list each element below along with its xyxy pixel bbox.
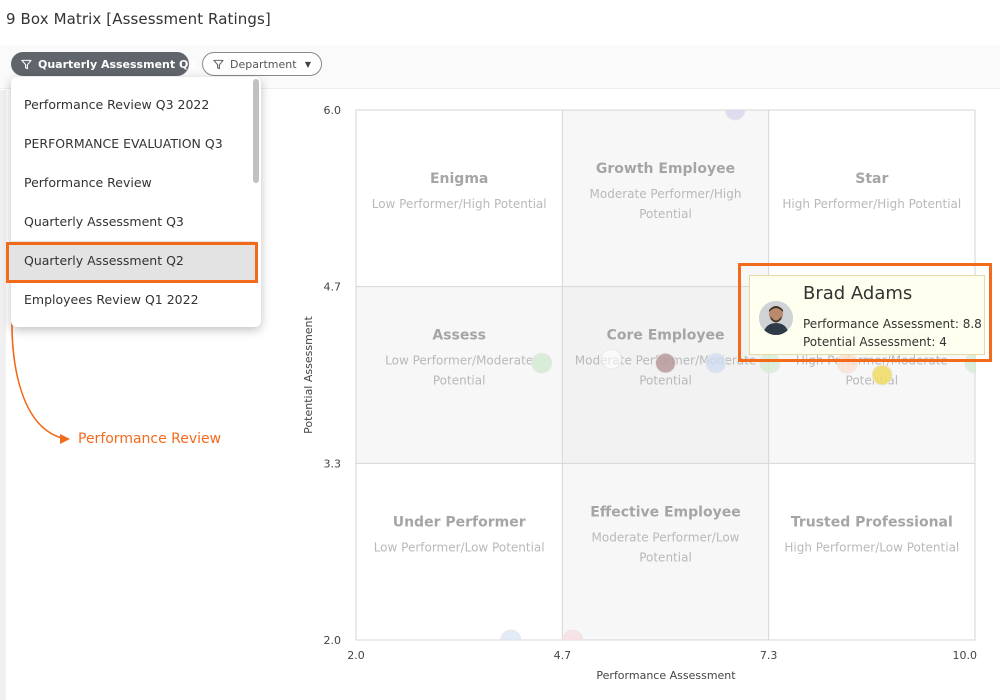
- matrix-cell-subtitle: High Performer/Moderate: [796, 354, 948, 368]
- filter-icon: [21, 59, 32, 69]
- matrix-cell-title: Growth Employee: [596, 161, 735, 177]
- department-filter-label: Department: [230, 57, 297, 71]
- x-tick-label: 7.3: [760, 649, 778, 662]
- y-tick-label: 2.0: [324, 634, 342, 647]
- tooltip-potential: Potential Assessment: 4: [803, 335, 947, 349]
- y-tick-label: 4.7: [324, 281, 342, 294]
- employee-point[interactable]: [500, 629, 522, 650]
- tooltip-performance-value: 8.8: [962, 317, 982, 331]
- matrix-cell: [768, 463, 975, 640]
- matrix-cell-subtitle: Low Performer/Moderate: [385, 354, 533, 368]
- matrix-cell: [356, 286, 563, 464]
- employee-point[interactable]: [600, 348, 622, 370]
- dropdown-item-label: Performance Review Q3 2022: [24, 97, 210, 112]
- matrix-cell-subtitle: Moderate Performer/High: [590, 187, 742, 201]
- page-title: 9 Box Matrix [Assessment Ratings]: [6, 10, 271, 28]
- matrix-cell: [562, 463, 769, 640]
- employee-tooltip: Brad Adams Performance Assessment: 8.8 P…: [749, 275, 985, 355]
- matrix-cell-subtitle: Low Performer/High Potential: [372, 197, 547, 211]
- dropdown-item[interactable]: Quarterly Assessment Q3: [11, 202, 255, 241]
- matrix-cell-subtitle: Potential: [433, 374, 486, 388]
- matrix-cell-subtitle: Potential: [639, 550, 692, 564]
- matrix-cell: [356, 110, 563, 287]
- tooltip-potential-value: 4: [939, 335, 947, 349]
- employee-point[interactable]: [655, 352, 676, 374]
- x-tick-label: 10.0: [953, 649, 978, 662]
- tooltip-employee-name: Brad Adams: [803, 283, 913, 304]
- employee-point[interactable]: [562, 629, 584, 650]
- matrix-cell-title: Under Performer: [393, 514, 526, 530]
- employee-point[interactable]: [724, 100, 746, 121]
- filter-icon: [213, 59, 224, 69]
- matrix-cell-title: Core Employee: [607, 328, 725, 344]
- matrix-cell-subtitle: Potential: [639, 207, 692, 221]
- plot-border: [355, 109, 976, 641]
- employee-point[interactable]: [871, 364, 893, 386]
- tooltip-performance: Performance Assessment: 8.8: [803, 317, 982, 331]
- tooltip-performance-label: Performance Assessment: [803, 317, 955, 331]
- dropdown-item-label: PERFORMANCE EVALUATION Q3: [24, 136, 223, 151]
- matrix-cell: [356, 463, 563, 640]
- x-axis-title: Performance Assessment: [596, 669, 736, 682]
- dropdown-item[interactable]: Employees Review Q1 2022: [11, 280, 255, 319]
- matrix-cell-title: Star: [855, 171, 888, 187]
- chevron-down-icon: ▼: [304, 59, 311, 69]
- x-tick-label: 2.0: [347, 649, 365, 662]
- y-tick-label: 3.3: [324, 457, 342, 470]
- annotation-label: Performance Review: [78, 431, 222, 447]
- dropdown-item-selected[interactable]: Quarterly Assessment Q2: [11, 241, 255, 280]
- employee-point[interactable]: [964, 352, 985, 374]
- matrix-cell-subtitle: Low Performer/Low Potential: [374, 540, 545, 554]
- employee-point[interactable]: [759, 352, 781, 374]
- department-filter-chip[interactable]: Department ▼: [202, 52, 322, 76]
- matrix-cell-subtitle: Moderate Performer/Low: [592, 530, 740, 544]
- dropdown-item[interactable]: Performance Review Q3 2022: [11, 85, 255, 124]
- left-panel-edge: [0, 90, 6, 700]
- matrix-cell-subtitle: Potential: [639, 374, 692, 388]
- assessment-filter-chip[interactable]: Quarterly Assessment Q2: [11, 52, 196, 76]
- employee-point[interactable]: [836, 352, 858, 374]
- user-avatar-icon: [759, 301, 793, 335]
- matrix-cell: [562, 110, 769, 287]
- matrix-cell: [768, 110, 975, 287]
- dropdown-item-label: Performance Review: [24, 175, 152, 190]
- employee-point[interactable]: [531, 352, 553, 374]
- dropdown-item[interactable]: Performance Review: [11, 163, 255, 202]
- matrix-cell-title: Effective Employee: [590, 504, 740, 520]
- dropdown-item[interactable]: PERFORMANCE EVALUATION Q3: [11, 124, 255, 163]
- y-tick-label: 6.0: [324, 104, 342, 117]
- matrix-cell-subtitle: High Performer/High Potential: [782, 197, 961, 211]
- x-tick-label: 4.7: [554, 649, 572, 662]
- matrix-cell-title: Trusted Professional: [791, 514, 953, 530]
- assessment-dropdown: Performance Review Q3 2022 PERFORMANCE E…: [11, 77, 261, 327]
- dropdown-item-label: Quarterly Assessment Q2: [24, 253, 184, 268]
- dropdown-scrollbar[interactable]: [253, 79, 259, 183]
- matrix-cell-title: Enigma: [430, 171, 488, 187]
- employee-point[interactable]: [705, 352, 727, 374]
- tooltip-potential-label: Potential Assessment: [803, 335, 932, 349]
- y-axis-title: Potential Assessment: [302, 315, 315, 433]
- dropdown-item-label: Quarterly Assessment Q3: [24, 214, 184, 229]
- dropdown-item-label: Employees Review Q1 2022: [24, 292, 199, 307]
- matrix-cell-title: Assess: [432, 328, 486, 344]
- matrix-cell-subtitle: High Performer/Low Potential: [784, 540, 959, 554]
- matrix-cell: [562, 286, 769, 464]
- assessment-filter-label: Quarterly Assessment Q2: [38, 57, 196, 71]
